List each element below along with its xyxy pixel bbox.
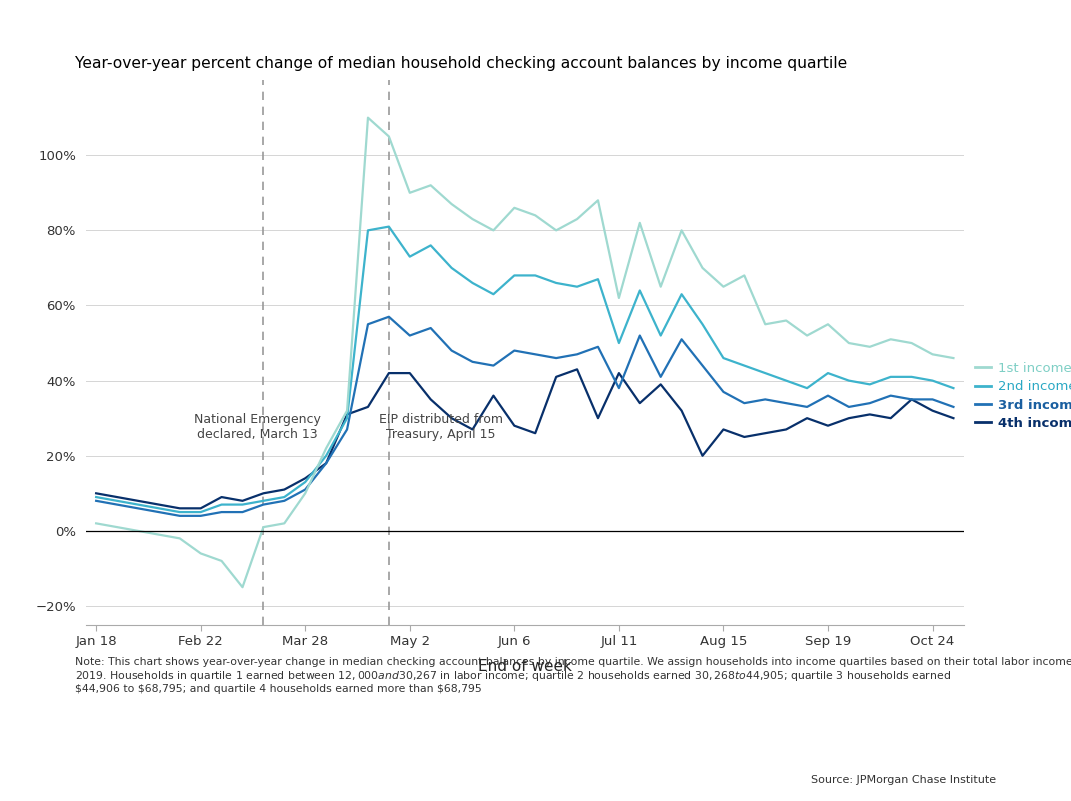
Legend: 1st income quartile, 2nd income quartile, 3rd income quartile, 4th income quarti: 1st income quartile, 2nd income quartile… xyxy=(970,356,1071,435)
Text: Note: This chart shows year-over-year change in median checking account balances: Note: This chart shows year-over-year ch… xyxy=(75,657,1071,694)
Text: National Emergency
declared, March 13: National Emergency declared, March 13 xyxy=(194,413,320,441)
Text: Year-over-year percent change of median household checking account balances by i: Year-over-year percent change of median … xyxy=(75,56,847,71)
Text: Source: JPMorgan Chase Institute: Source: JPMorgan Chase Institute xyxy=(811,775,996,785)
Text: EIP distributed from
Treasury, April 15: EIP distributed from Treasury, April 15 xyxy=(379,413,503,441)
X-axis label: End of week: End of week xyxy=(478,659,572,674)
